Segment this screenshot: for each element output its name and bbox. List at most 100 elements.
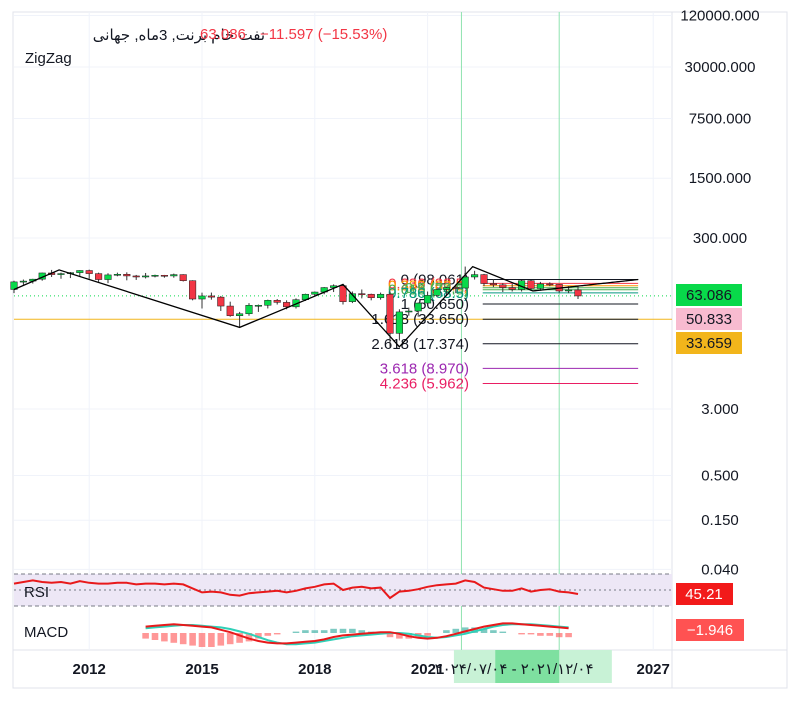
macd-bar <box>170 633 178 643</box>
macd-signal-line <box>145 623 569 646</box>
chart-frame <box>12 11 788 689</box>
price-tag-label: 63.086 <box>686 287 732 304</box>
candle <box>546 283 554 286</box>
candle <box>565 289 573 292</box>
rsi-value-tag <box>676 583 733 605</box>
candle <box>499 284 507 288</box>
candle <box>574 289 582 297</box>
macd-bar <box>339 628 347 633</box>
candle <box>226 305 234 316</box>
time-tick-label: 2015 <box>185 661 218 678</box>
macd-bar <box>518 633 525 635</box>
candle <box>358 293 366 295</box>
candle <box>76 270 84 273</box>
candles <box>10 266 582 347</box>
header-last: 63.086 <box>200 26 246 43</box>
candle <box>480 274 488 284</box>
price-tag-label: 33.659 <box>686 335 732 352</box>
candle <box>386 293 394 334</box>
candle <box>132 275 140 278</box>
price-tick-label: 0.500 <box>701 468 739 485</box>
zigzag-projection <box>532 279 639 292</box>
candle <box>123 274 131 277</box>
time-tick-label: 2018 <box>298 661 331 678</box>
macd-value-label: −1.946 <box>687 622 733 639</box>
candle <box>142 275 150 278</box>
macd-bar <box>189 633 196 646</box>
macd-bar <box>226 633 234 645</box>
price-tick-label: 3.000 <box>701 401 739 418</box>
price-tick-label: 300.000 <box>693 230 747 247</box>
candle <box>198 295 206 300</box>
candle <box>536 283 544 289</box>
macd-bar <box>161 633 168 642</box>
candle <box>424 295 432 304</box>
zigzag-line <box>13 265 639 348</box>
candle <box>57 273 65 275</box>
macd-bar <box>452 628 460 633</box>
macd-bar <box>302 630 309 633</box>
candle <box>160 275 168 277</box>
indicator-zigzag-label[interactable]: ZigZag <box>25 50 72 67</box>
candle <box>189 280 197 300</box>
macd-line <box>145 622 569 645</box>
rsi-label: RSI <box>24 584 49 601</box>
candle <box>273 300 281 303</box>
price-axis: 120000.000 30000.000 7500.000 1500.000 300.0… <box>14 8 760 578</box>
macd-bar <box>480 628 488 633</box>
candle <box>527 280 535 289</box>
macd-bar <box>142 633 149 639</box>
candle <box>264 300 272 306</box>
fib-label: 0.5 (78.5) <box>405 280 469 297</box>
candle <box>85 270 93 274</box>
price-tick-label: 0.150 <box>701 512 739 529</box>
rsi-line <box>13 579 579 600</box>
macd-bar <box>527 633 535 635</box>
macd-bar <box>537 633 544 636</box>
fib-label: 4.236 (5.962) <box>380 375 469 392</box>
candle <box>283 302 291 308</box>
candle <box>170 274 178 277</box>
candle <box>151 275 159 277</box>
macd-bar <box>292 631 300 633</box>
price-tag <box>676 308 742 330</box>
macd-histogram <box>142 627 572 647</box>
macd-bar <box>320 630 328 633</box>
macd-bar <box>555 633 563 638</box>
macd-bar <box>386 633 394 638</box>
macd-bar <box>546 633 554 636</box>
fib-label: 0.382 (83.0) <box>388 278 469 295</box>
fib-label: 0 (98.061) <box>401 272 469 289</box>
fib-label: 3.618 (8.970) <box>380 360 469 377</box>
candle <box>442 287 450 290</box>
price-tick-label: 7500.000 <box>689 110 752 127</box>
macd-bar <box>198 633 206 647</box>
fib-label: 1.618 (33.650) <box>371 311 469 328</box>
price-tick-label: 0.040 <box>701 561 739 578</box>
candle <box>471 274 479 278</box>
symbol-header: −11.597 (−15.53%) <box>260 26 387 43</box>
fib-label: 2.618 (17.374) <box>371 336 469 353</box>
candle <box>245 305 253 315</box>
header-change: −11.597 (−15.53%) <box>260 26 388 43</box>
candle <box>508 287 516 290</box>
candle <box>414 302 422 312</box>
price-tick-label: 30000.000 <box>685 59 756 76</box>
macd-bar <box>358 630 366 633</box>
fib-retracement: 0 (98.061)0.236 (88.5)0.382 (83.0)0.5 (7… <box>371 272 639 392</box>
candle <box>19 280 27 283</box>
price-tick-label: 1500.000 <box>689 170 752 187</box>
macd-bar <box>396 633 403 639</box>
time-tick-label: 2027 <box>637 661 670 678</box>
symbol-title[interactable]: نفت خام برنت, 3ماه, جهانی <box>92 27 265 44</box>
macd-bar <box>255 633 262 639</box>
macd-bar <box>471 627 478 633</box>
candle <box>461 276 469 289</box>
header-last-price: 63.086 <box>200 26 246 43</box>
macd-bar <box>236 633 243 643</box>
candle <box>377 293 385 299</box>
macd-bar <box>424 633 431 636</box>
candle <box>254 305 262 307</box>
